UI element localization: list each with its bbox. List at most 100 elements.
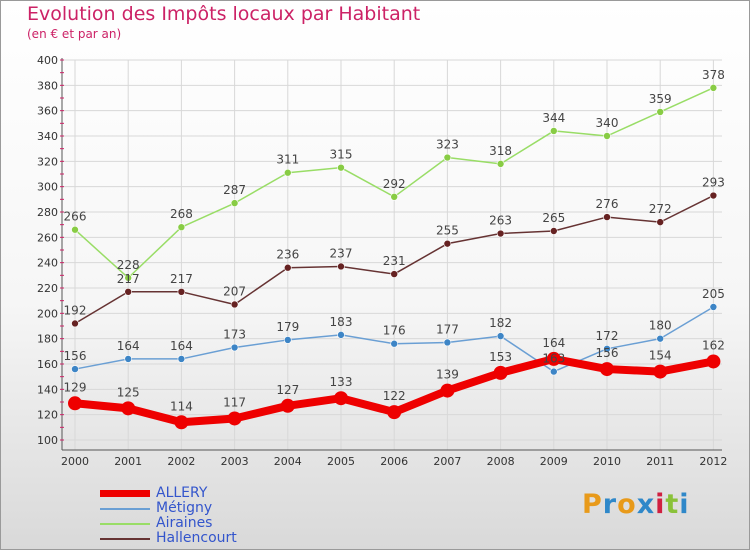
data-point-hallencourt [283,263,292,272]
logo-letter: i [679,489,690,520]
data-point-allery [493,365,508,380]
chart-title: Evolution des Impôts locaux par Habitant [27,3,421,25]
data-point-metigny [124,355,132,363]
data-label-metigny: 205 [702,287,725,301]
data-label-airaines: 344 [542,111,565,125]
data-label-allery: 125 [117,385,140,399]
data-label-allery: 154 [649,349,672,363]
data-point-allery [387,405,402,420]
data-label-allery: 139 [436,368,459,382]
data-point-hallencourt [709,191,718,200]
data-label-airaines: 318 [489,144,512,158]
y-tick-label: 340 [37,130,58,143]
data-point-metigny [283,336,292,344]
data-label-hallencourt: 263 [489,214,512,228]
data-label-hallencourt: 237 [330,246,353,260]
data-label-hallencourt: 236 [276,248,299,262]
legend-swatch-airaines [100,523,150,525]
data-point-allery [546,351,561,366]
logo-letter: P [582,489,603,520]
data-label-airaines: 359 [649,92,672,106]
y-tick-label: 380 [37,79,58,92]
data-label-allery: 162 [702,338,725,352]
data-label-airaines: 292 [383,177,406,191]
data-label-airaines: 378 [702,68,725,82]
data-label-hallencourt: 276 [596,197,619,211]
data-label-airaines: 287 [223,183,246,197]
data-point-allery [68,396,82,411]
legend-label-airaines: Airaines [156,515,213,531]
x-tick-label: 2002 [167,455,195,468]
data-point-hallencourt [549,227,558,235]
data-label-hallencourt: 255 [436,224,459,238]
legend-item-allery[interactable]: ALLERY [100,486,237,501]
data-label-airaines: 315 [330,148,353,162]
data-point-airaines [337,163,345,172]
data-point-allery [653,364,668,379]
x-tick-label: 2007 [433,455,461,468]
data-point-airaines [71,225,79,234]
x-tick-label: 2009 [540,455,568,468]
data-point-hallencourt [177,287,186,296]
data-point-airaines [709,84,718,92]
legend-swatch-allery [100,490,150,497]
data-point-allery [280,398,295,413]
data-label-allery: 153 [489,350,512,364]
data-point-allery [600,362,614,377]
data-label-airaines: 340 [596,116,619,130]
data-label-allery: 122 [383,389,406,403]
data-label-allery: 164 [542,336,565,350]
y-tick-label: 200 [37,307,58,320]
data-label-airaines: 228 [117,258,140,272]
data-label-allery: 156 [596,346,619,360]
y-tick-label: 140 [37,383,58,396]
legend-label-hallencourt: Hallencourt [156,530,237,546]
data-point-airaines [603,132,611,140]
data-label-hallencourt: 265 [542,211,565,225]
y-tick-label: 280 [37,206,58,219]
data-label-metigny: 183 [330,315,353,329]
data-point-metigny [656,334,665,343]
y-tick-label: 120 [37,409,58,422]
data-point-allery [440,383,455,398]
data-point-metigny [709,303,718,311]
y-tick-label: 300 [37,181,58,194]
data-point-metigny [603,344,611,353]
data-point-metigny [443,338,452,347]
data-point-hallencourt [603,213,611,221]
legend: ALLERY Métigny Airaines Hallencourt [100,486,237,546]
data-label-hallencourt: 272 [649,202,672,216]
data-label-allery: 117 [223,395,246,409]
data-point-metigny [177,355,186,363]
data-point-allery [334,391,348,406]
data-label-hallencourt: 217 [117,272,140,286]
data-point-metigny [390,339,399,348]
legend-item-airaines[interactable]: Airaines [100,516,237,531]
data-label-allery: 114 [170,399,193,413]
data-label-airaines: 266 [64,210,87,224]
legend-item-hallencourt[interactable]: Hallencourt [100,531,237,546]
x-tick-label: 2006 [380,455,408,468]
data-point-metigny [496,332,505,340]
legend-label-metigny: Métigny [156,500,213,516]
data-point-airaines [124,274,132,282]
data-point-hallencourt [656,218,665,226]
y-tick-label: 240 [37,257,58,270]
legend-item-metigny[interactable]: Métigny [100,501,237,516]
legend-label-allery: ALLERY [156,485,208,501]
data-label-metigny: 164 [170,339,193,353]
data-label-metigny: 176 [383,324,406,338]
data-point-airaines [390,193,399,201]
chart-subtitle: (en € et par an) [27,27,122,41]
data-label-metigny: 172 [596,329,619,343]
data-point-metigny [549,367,558,376]
y-tick-label: 320 [37,155,58,168]
logo-letter: x [636,489,656,520]
data-label-metigny: 173 [223,328,246,342]
data-point-hallencourt [337,262,345,271]
data-label-metigny: 156 [64,349,87,363]
proxiti-logo: Proxiti [582,489,690,520]
data-point-hallencourt [124,287,132,296]
data-point-hallencourt [230,300,239,309]
data-point-metigny [337,331,345,339]
